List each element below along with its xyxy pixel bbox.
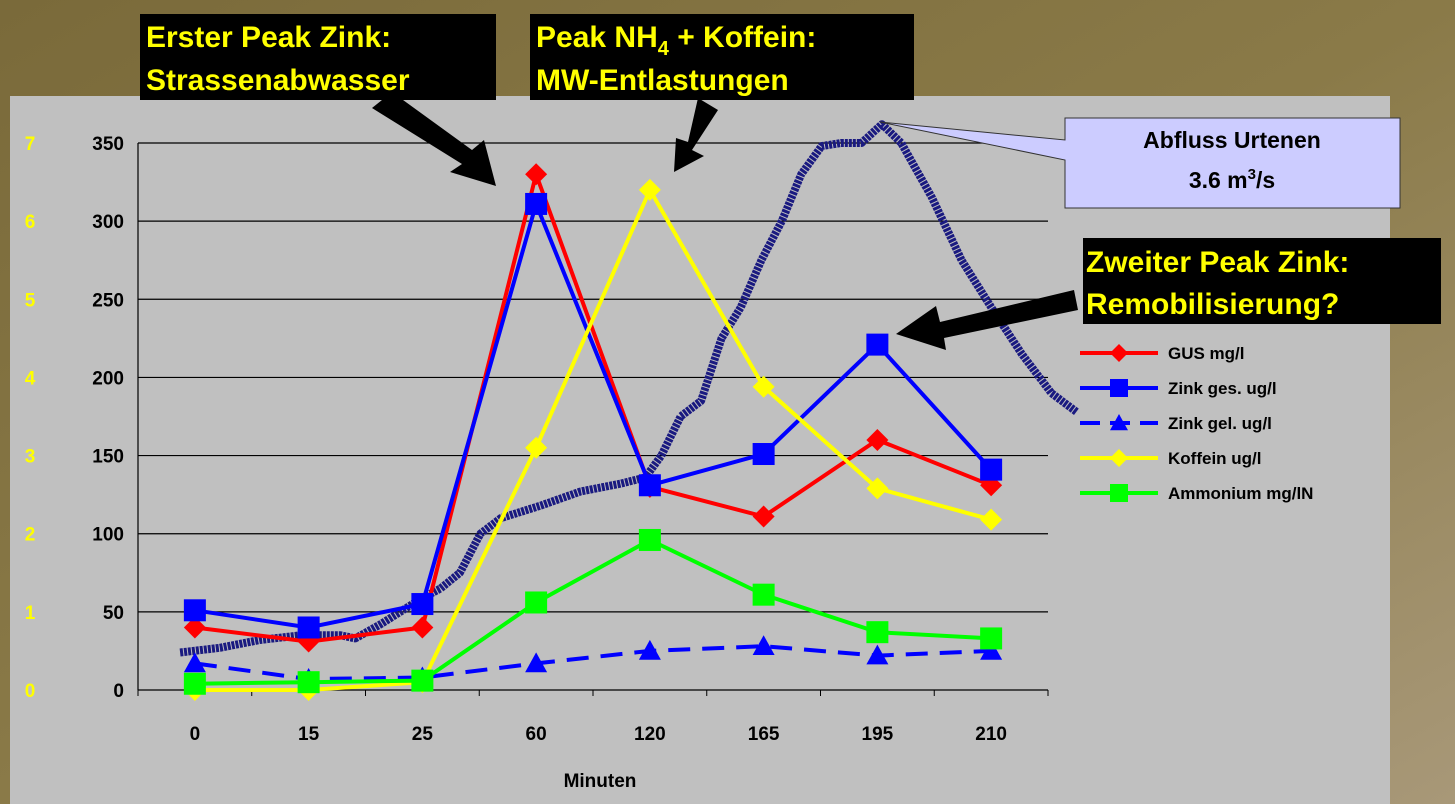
data-point — [980, 627, 1002, 649]
annotation: Erster Peak Zink: — [146, 21, 391, 54]
y-tick-label: 250 — [92, 290, 124, 311]
legend-label: Ammonium mg/lN — [1168, 484, 1313, 503]
legend-label: Zink gel. ug/l — [1168, 414, 1272, 433]
legend-marker — [1110, 379, 1128, 397]
legend-marker — [1110, 484, 1128, 502]
annotation: Strassenabwasser — [146, 64, 410, 97]
x-tick-label: 165 — [748, 724, 780, 745]
y2-tick-label: 0 — [25, 681, 36, 702]
data-point — [298, 671, 320, 693]
data-point — [639, 529, 661, 551]
y-tick-label: 100 — [92, 525, 124, 546]
annotation: Remobilisierung? — [1086, 288, 1339, 321]
x-axis-title: Minuten — [564, 771, 637, 792]
data-point — [866, 621, 888, 643]
x-tick-label: 15 — [298, 724, 320, 745]
data-point — [411, 670, 433, 692]
legend-label: Zink ges. ug/l — [1168, 379, 1277, 398]
y-tick-label: 150 — [92, 447, 124, 468]
y2-tick-label: 6 — [25, 212, 36, 233]
x-tick-label: 0 — [190, 724, 201, 745]
data-point — [411, 593, 433, 615]
y-tick-label: 50 — [103, 603, 124, 624]
y-tick-label: 350 — [92, 134, 124, 155]
data-point — [525, 591, 547, 613]
y2-tick-label: 7 — [25, 134, 36, 155]
x-tick-label: 195 — [862, 724, 894, 745]
y-tick-label: 0 — [113, 681, 124, 702]
y2-tick-label: 1 — [25, 603, 36, 624]
x-tick-label: 120 — [634, 724, 666, 745]
data-point — [980, 459, 1002, 481]
x-tick-label: 25 — [412, 724, 434, 745]
legend-label: GUS mg/l — [1168, 344, 1245, 363]
data-point — [184, 599, 206, 621]
data-point — [866, 334, 888, 356]
data-point — [184, 673, 206, 695]
y2-tick-label: 2 — [25, 525, 36, 546]
callout-text: Abfluss Urtenen — [1143, 127, 1321, 153]
data-point — [753, 584, 775, 606]
data-point — [298, 616, 320, 638]
data-point — [525, 193, 547, 215]
y-tick-label: 200 — [92, 368, 124, 389]
annotation: MW-Entlastungen — [536, 64, 789, 97]
data-point — [639, 474, 661, 496]
legend-label: Koffein ug/l — [1168, 449, 1261, 468]
y-tick-label: 300 — [92, 212, 124, 233]
callout-text: 3.6 m3/s — [1189, 166, 1275, 193]
chart: 0 50 100 150 200 250 300 350 0 1 2 3 4 5 6 7 0 15 25 60 120 1… — [0, 0, 1455, 804]
data-point — [753, 443, 775, 465]
y2-tick-label: 4 — [25, 368, 36, 389]
x-tick-label: 210 — [975, 724, 1007, 745]
annotation: Zweiter Peak Zink: — [1086, 246, 1349, 279]
y2-tick-label: 3 — [25, 447, 36, 468]
y2-tick-label: 5 — [25, 290, 36, 311]
x-tick-label: 60 — [526, 724, 547, 745]
